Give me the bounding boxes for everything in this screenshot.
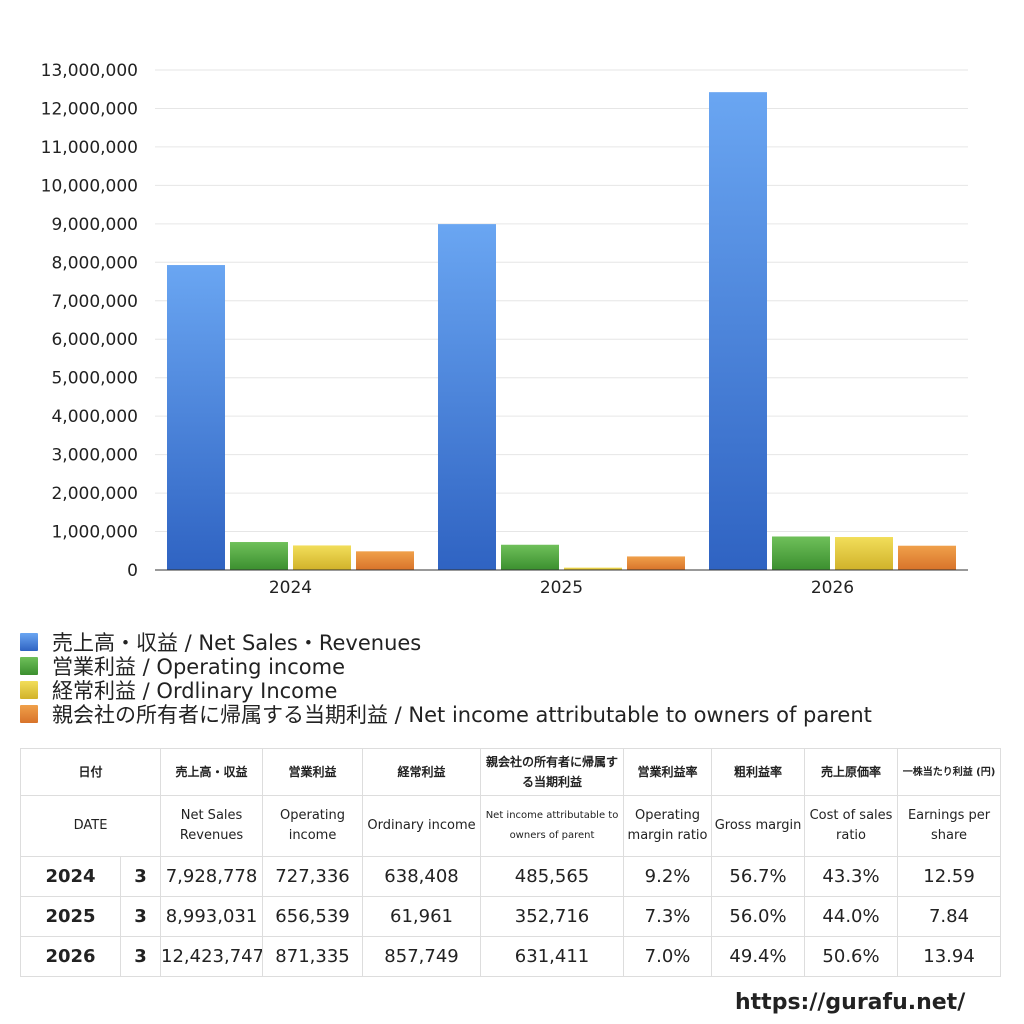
header-net-income-en: Net income attributable to owners of par…	[480, 795, 625, 857]
y-tick-label: 3,000,000	[51, 446, 138, 466]
y-tick-label: 9,000,000	[51, 215, 138, 235]
table-header-jp: 日付 売上高・収益 営業利益 経常利益 親会社の所有者に帰属する当期利益 営業利…	[19, 748, 1002, 796]
header-sales-jp: 売上高・収益	[160, 748, 264, 796]
y-tick-label: 12,000,000	[41, 99, 138, 119]
cell-ordinary-income: 61,961	[362, 896, 482, 937]
x-tick-label: 2024	[269, 578, 312, 598]
legend-swatch-net-income	[20, 705, 38, 723]
y-tick-label: 8,000,000	[51, 253, 138, 273]
bar	[167, 265, 225, 570]
bar	[293, 545, 351, 570]
header-op-margin-en: Operating margin ratio	[623, 795, 713, 857]
legend-item-net-sales: 売上高・収益 / Net Sales・Revenues	[20, 630, 872, 655]
header-sales-en: Net Sales Revenues	[160, 795, 264, 857]
site-url[interactable]: https://gurafu.net/	[735, 990, 966, 1015]
bar	[230, 542, 288, 570]
cell-operating-income: 871,335	[262, 936, 364, 977]
cell-sales: 8,993,031	[160, 896, 264, 937]
header-ordinary-en: Ordinary income	[362, 795, 482, 857]
legend-item-net-income: 親会社の所有者に帰属する当期利益 / Net income attributab…	[20, 702, 872, 727]
legend-item-operating-income: 営業利益 / Operating income	[20, 654, 872, 679]
cell-operating-income: 727,336	[262, 856, 364, 897]
header-ordinary-jp: 経常利益	[362, 748, 482, 796]
x-tick-label: 2025	[540, 578, 583, 598]
header-gross-margin-jp: 粗利益率	[711, 748, 806, 796]
y-tick-label: 5,000,000	[51, 369, 138, 389]
header-operating-en: Operating income	[262, 795, 364, 857]
header-gross-margin-en: Gross margin	[711, 795, 806, 857]
x-tick-label: 2026	[811, 578, 854, 598]
legend-swatch-ordinary-income	[20, 681, 38, 699]
bar	[709, 92, 767, 570]
cell-month: 3	[119, 896, 162, 937]
y-tick-label: 7,000,000	[51, 292, 138, 312]
table-row: 2026 3 12,423,747 871,335 857,749 631,41…	[20, 936, 1002, 977]
header-eps-jp: 一株当たり利益 (円)	[897, 748, 1002, 796]
cell-ordinary-income: 857,749	[362, 936, 482, 977]
bar	[627, 556, 685, 570]
cell-gross-margin: 56.0%	[711, 896, 806, 937]
cell-year: 2025	[20, 896, 121, 937]
cell-op-margin: 7.3%	[623, 896, 713, 937]
y-tick-label: 6,000,000	[51, 330, 138, 350]
header-op-margin-jp: 営業利益率	[623, 748, 713, 796]
cell-eps: 7.84	[897, 896, 1002, 937]
cell-year: 2024	[20, 856, 121, 897]
table-header-en: DATE Net Sales Revenues Operating income…	[19, 795, 1002, 857]
header-date-jp: 日付	[19, 748, 162, 796]
legend-label-ordinary-income: 経常利益 / Ordlinary Income	[52, 679, 338, 703]
header-date-en: DATE	[19, 795, 162, 857]
header-operating-jp: 営業利益	[262, 748, 364, 796]
header-cost-ratio-jp: 売上原価率	[804, 748, 899, 796]
y-tick-label: 13,000,000	[41, 61, 138, 81]
cell-eps: 12.59	[897, 856, 1002, 897]
y-tick-label: 1,000,000	[51, 523, 138, 543]
bar-chart: 0 1,000,000 2,000,000 3,000,000 4,000,000 5,0…	[41, 61, 968, 598]
cell-net-income: 631,411	[480, 936, 625, 977]
cell-cost-ratio: 50.6%	[804, 936, 899, 977]
cell-month: 3	[119, 936, 162, 977]
cell-gross-margin: 56.7%	[711, 856, 806, 897]
legend-swatch-operating-income	[20, 657, 38, 675]
bar	[772, 536, 830, 570]
bar	[835, 537, 893, 570]
cell-year: 2026	[20, 936, 121, 977]
legend-label-net-income: 親会社の所有者に帰属する当期利益 / Net income attributab…	[52, 703, 872, 727]
cell-eps: 13.94	[897, 936, 1002, 977]
cell-month: 3	[119, 856, 162, 897]
legend-swatch-net-sales	[20, 633, 38, 651]
cell-gross-margin: 49.4%	[711, 936, 806, 977]
cell-op-margin: 9.2%	[623, 856, 713, 897]
y-tick-label: 10,000,000	[41, 176, 138, 196]
cell-cost-ratio: 44.0%	[804, 896, 899, 937]
cell-sales: 7,928,778	[160, 856, 264, 897]
cell-op-margin: 7.0%	[623, 936, 713, 977]
cell-sales: 12,423,747	[160, 936, 264, 977]
bar	[564, 567, 622, 570]
header-eps-en: Earnings per share	[897, 795, 1002, 857]
y-tick-label: 2,000,000	[51, 484, 138, 504]
header-net-income-jp: 親会社の所有者に帰属する当期利益	[480, 748, 625, 796]
y-tick-label: 0	[127, 561, 138, 581]
bar	[898, 545, 956, 570]
chart-legend: 売上高・収益 / Net Sales・Revenues 営業利益 / Opera…	[20, 630, 872, 727]
financial-table: 日付 売上高・収益 営業利益 経常利益 親会社の所有者に帰属する当期利益 営業利…	[19, 748, 1002, 977]
cell-operating-income: 656,539	[262, 896, 364, 937]
bar	[438, 224, 496, 570]
y-tick-label: 4,000,000	[51, 407, 138, 427]
cell-cost-ratio: 43.3%	[804, 856, 899, 897]
bar	[356, 551, 414, 570]
y-tick-label: 11,000,000	[41, 138, 138, 158]
header-cost-ratio-en: Cost of sales ratio	[804, 795, 899, 857]
bar	[501, 544, 559, 570]
table-row: 2025 3 8,993,031 656,539 61,961 352,716 …	[20, 896, 1002, 937]
legend-label-operating-income: 営業利益 / Operating income	[52, 655, 346, 679]
cell-net-income: 485,565	[480, 856, 625, 897]
legend-item-ordinary-income: 経常利益 / Ordlinary Income	[20, 678, 872, 703]
cell-net-income: 352,716	[480, 896, 625, 937]
legend-label-net-sales: 売上高・収益 / Net Sales・Revenues	[52, 631, 422, 655]
cell-ordinary-income: 638,408	[362, 856, 482, 897]
table-row: 2024 3 7,928,778 727,336 638,408 485,565…	[20, 856, 1002, 897]
